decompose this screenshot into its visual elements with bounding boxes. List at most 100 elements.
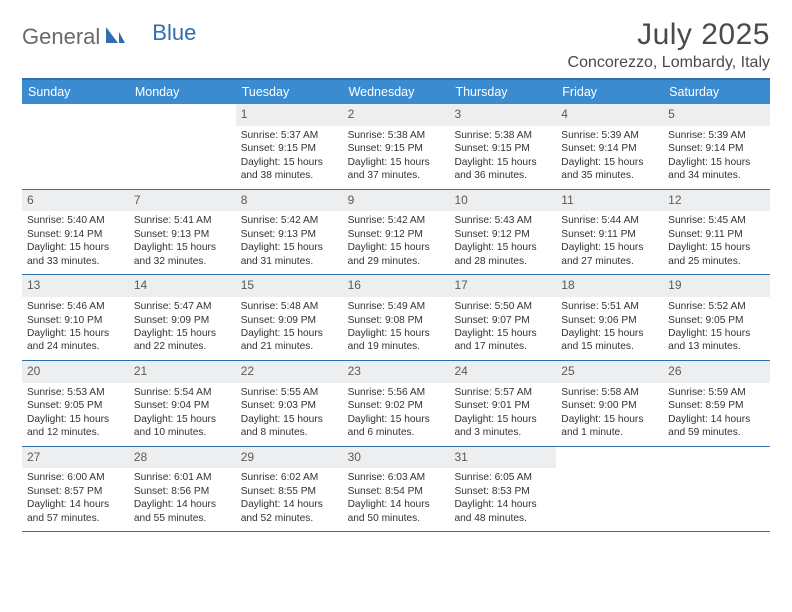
logo-sail-icon bbox=[104, 25, 126, 50]
day-body: Sunrise: 5:38 AMSunset: 9:15 PMDaylight:… bbox=[343, 126, 450, 189]
day-body: Sunrise: 6:02 AMSunset: 8:55 PMDaylight:… bbox=[236, 468, 343, 531]
daylight-text: Daylight: 15 hours and 34 minutes. bbox=[668, 156, 765, 183]
sunset-text: Sunset: 9:11 PM bbox=[668, 228, 765, 241]
sunset-text: Sunset: 9:05 PM bbox=[668, 314, 765, 327]
day-body: Sunrise: 5:46 AMSunset: 9:10 PMDaylight:… bbox=[22, 297, 129, 360]
day-body: Sunrise: 5:59 AMSunset: 8:59 PMDaylight:… bbox=[663, 383, 770, 446]
day-body: Sunrise: 5:37 AMSunset: 9:15 PMDaylight:… bbox=[236, 126, 343, 189]
day-cell: 2Sunrise: 5:38 AMSunset: 9:15 PMDaylight… bbox=[343, 104, 450, 189]
sunrise-text: Sunrise: 5:39 AM bbox=[561, 129, 658, 142]
day-cell: 25Sunrise: 5:58 AMSunset: 9:00 PMDayligh… bbox=[556, 361, 663, 446]
sunset-text: Sunset: 9:11 PM bbox=[561, 228, 658, 241]
day-number: 19 bbox=[663, 275, 770, 297]
day-body: Sunrise: 6:05 AMSunset: 8:53 PMDaylight:… bbox=[449, 468, 556, 531]
day-cell: 29Sunrise: 6:02 AMSunset: 8:55 PMDayligh… bbox=[236, 447, 343, 532]
daylight-text: Daylight: 15 hours and 36 minutes. bbox=[454, 156, 551, 183]
day-header-wednesday: Wednesday bbox=[343, 80, 450, 104]
day-number: 23 bbox=[343, 361, 450, 383]
sunrise-text: Sunrise: 5:37 AM bbox=[241, 129, 338, 142]
day-number: 22 bbox=[236, 361, 343, 383]
day-number: 11 bbox=[556, 190, 663, 212]
day-body: Sunrise: 5:39 AMSunset: 9:14 PMDaylight:… bbox=[663, 126, 770, 189]
sunrise-text: Sunrise: 5:46 AM bbox=[27, 300, 124, 313]
week-row: 20Sunrise: 5:53 AMSunset: 9:05 PMDayligh… bbox=[22, 361, 770, 447]
day-body: Sunrise: 5:50 AMSunset: 9:07 PMDaylight:… bbox=[449, 297, 556, 360]
sunrise-text: Sunrise: 6:03 AM bbox=[348, 471, 445, 484]
day-number: 3 bbox=[449, 104, 556, 126]
day-number: 13 bbox=[22, 275, 129, 297]
daylight-text: Daylight: 14 hours and 59 minutes. bbox=[668, 413, 765, 440]
sunset-text: Sunset: 9:14 PM bbox=[27, 228, 124, 241]
day-number: 26 bbox=[663, 361, 770, 383]
sunset-text: Sunset: 9:12 PM bbox=[348, 228, 445, 241]
day-number: 4 bbox=[556, 104, 663, 126]
sunset-text: Sunset: 9:15 PM bbox=[241, 142, 338, 155]
day-cell: 26Sunrise: 5:59 AMSunset: 8:59 PMDayligh… bbox=[663, 361, 770, 446]
daylight-text: Daylight: 15 hours and 13 minutes. bbox=[668, 327, 765, 354]
day-number: 10 bbox=[449, 190, 556, 212]
daylight-text: Daylight: 15 hours and 31 minutes. bbox=[241, 241, 338, 268]
sunset-text: Sunset: 9:05 PM bbox=[27, 399, 124, 412]
day-number: 15 bbox=[236, 275, 343, 297]
sunrise-text: Sunrise: 5:41 AM bbox=[134, 214, 231, 227]
sunset-text: Sunset: 8:53 PM bbox=[454, 485, 551, 498]
sunrise-text: Sunrise: 6:05 AM bbox=[454, 471, 551, 484]
week-row: 27Sunrise: 6:00 AMSunset: 8:57 PMDayligh… bbox=[22, 447, 770, 533]
sunset-text: Sunset: 9:09 PM bbox=[134, 314, 231, 327]
month-title: July 2025 bbox=[568, 18, 770, 52]
sunset-text: Sunset: 9:13 PM bbox=[241, 228, 338, 241]
sunrise-text: Sunrise: 5:52 AM bbox=[668, 300, 765, 313]
sunset-text: Sunset: 8:59 PM bbox=[668, 399, 765, 412]
day-header-row: Sunday Monday Tuesday Wednesday Thursday… bbox=[22, 80, 770, 104]
day-cell: 3Sunrise: 5:38 AMSunset: 9:15 PMDaylight… bbox=[449, 104, 556, 189]
day-number: 21 bbox=[129, 361, 236, 383]
day-body: Sunrise: 5:43 AMSunset: 9:12 PMDaylight:… bbox=[449, 211, 556, 274]
day-cell: 19Sunrise: 5:52 AMSunset: 9:05 PMDayligh… bbox=[663, 275, 770, 360]
sunset-text: Sunset: 9:09 PM bbox=[241, 314, 338, 327]
sunrise-text: Sunrise: 5:59 AM bbox=[668, 386, 765, 399]
daylight-text: Daylight: 15 hours and 10 minutes. bbox=[134, 413, 231, 440]
sunset-text: Sunset: 9:01 PM bbox=[454, 399, 551, 412]
day-header-saturday: Saturday bbox=[663, 80, 770, 104]
day-body: Sunrise: 5:51 AMSunset: 9:06 PMDaylight:… bbox=[556, 297, 663, 360]
daylight-text: Daylight: 14 hours and 55 minutes. bbox=[134, 498, 231, 525]
sunset-text: Sunset: 9:00 PM bbox=[561, 399, 658, 412]
day-cell: 22Sunrise: 5:55 AMSunset: 9:03 PMDayligh… bbox=[236, 361, 343, 446]
daylight-text: Daylight: 15 hours and 17 minutes. bbox=[454, 327, 551, 354]
day-number: 17 bbox=[449, 275, 556, 297]
week-row: 6Sunrise: 5:40 AMSunset: 9:14 PMDaylight… bbox=[22, 190, 770, 276]
day-body: Sunrise: 5:52 AMSunset: 9:05 PMDaylight:… bbox=[663, 297, 770, 360]
day-header-thursday: Thursday bbox=[449, 80, 556, 104]
day-body: Sunrise: 6:03 AMSunset: 8:54 PMDaylight:… bbox=[343, 468, 450, 531]
day-cell: 20Sunrise: 5:53 AMSunset: 9:05 PMDayligh… bbox=[22, 361, 129, 446]
day-cell: 23Sunrise: 5:56 AMSunset: 9:02 PMDayligh… bbox=[343, 361, 450, 446]
day-cell: 7Sunrise: 5:41 AMSunset: 9:13 PMDaylight… bbox=[129, 190, 236, 275]
sunrise-text: Sunrise: 5:42 AM bbox=[348, 214, 445, 227]
logo-text-general: General bbox=[22, 24, 100, 50]
sunrise-text: Sunrise: 5:57 AM bbox=[454, 386, 551, 399]
daylight-text: Daylight: 15 hours and 6 minutes. bbox=[348, 413, 445, 440]
day-body: Sunrise: 5:39 AMSunset: 9:14 PMDaylight:… bbox=[556, 126, 663, 189]
day-cell: 12Sunrise: 5:45 AMSunset: 9:11 PMDayligh… bbox=[663, 190, 770, 275]
sunrise-text: Sunrise: 5:38 AM bbox=[348, 129, 445, 142]
sunset-text: Sunset: 9:03 PM bbox=[241, 399, 338, 412]
day-number: 31 bbox=[449, 447, 556, 469]
day-header-tuesday: Tuesday bbox=[236, 80, 343, 104]
day-cell: 18Sunrise: 5:51 AMSunset: 9:06 PMDayligh… bbox=[556, 275, 663, 360]
sunset-text: Sunset: 9:10 PM bbox=[27, 314, 124, 327]
day-cell-empty bbox=[129, 104, 236, 189]
logo-text-blue: Blue bbox=[152, 20, 196, 46]
day-number: 8 bbox=[236, 190, 343, 212]
daylight-text: Daylight: 15 hours and 3 minutes. bbox=[454, 413, 551, 440]
location-label: Concorezzo, Lombardy, Italy bbox=[568, 54, 770, 72]
day-number: 12 bbox=[663, 190, 770, 212]
daylight-text: Daylight: 15 hours and 33 minutes. bbox=[27, 241, 124, 268]
sunset-text: Sunset: 8:55 PM bbox=[241, 485, 338, 498]
day-body: Sunrise: 5:38 AMSunset: 9:15 PMDaylight:… bbox=[449, 126, 556, 189]
day-body: Sunrise: 5:54 AMSunset: 9:04 PMDaylight:… bbox=[129, 383, 236, 446]
sunrise-text: Sunrise: 5:53 AM bbox=[27, 386, 124, 399]
sunset-text: Sunset: 9:04 PM bbox=[134, 399, 231, 412]
header: General Blue July 2025 Concorezzo, Lomba… bbox=[22, 18, 770, 72]
daylight-text: Daylight: 14 hours and 48 minutes. bbox=[454, 498, 551, 525]
logo: General Blue bbox=[22, 18, 196, 50]
